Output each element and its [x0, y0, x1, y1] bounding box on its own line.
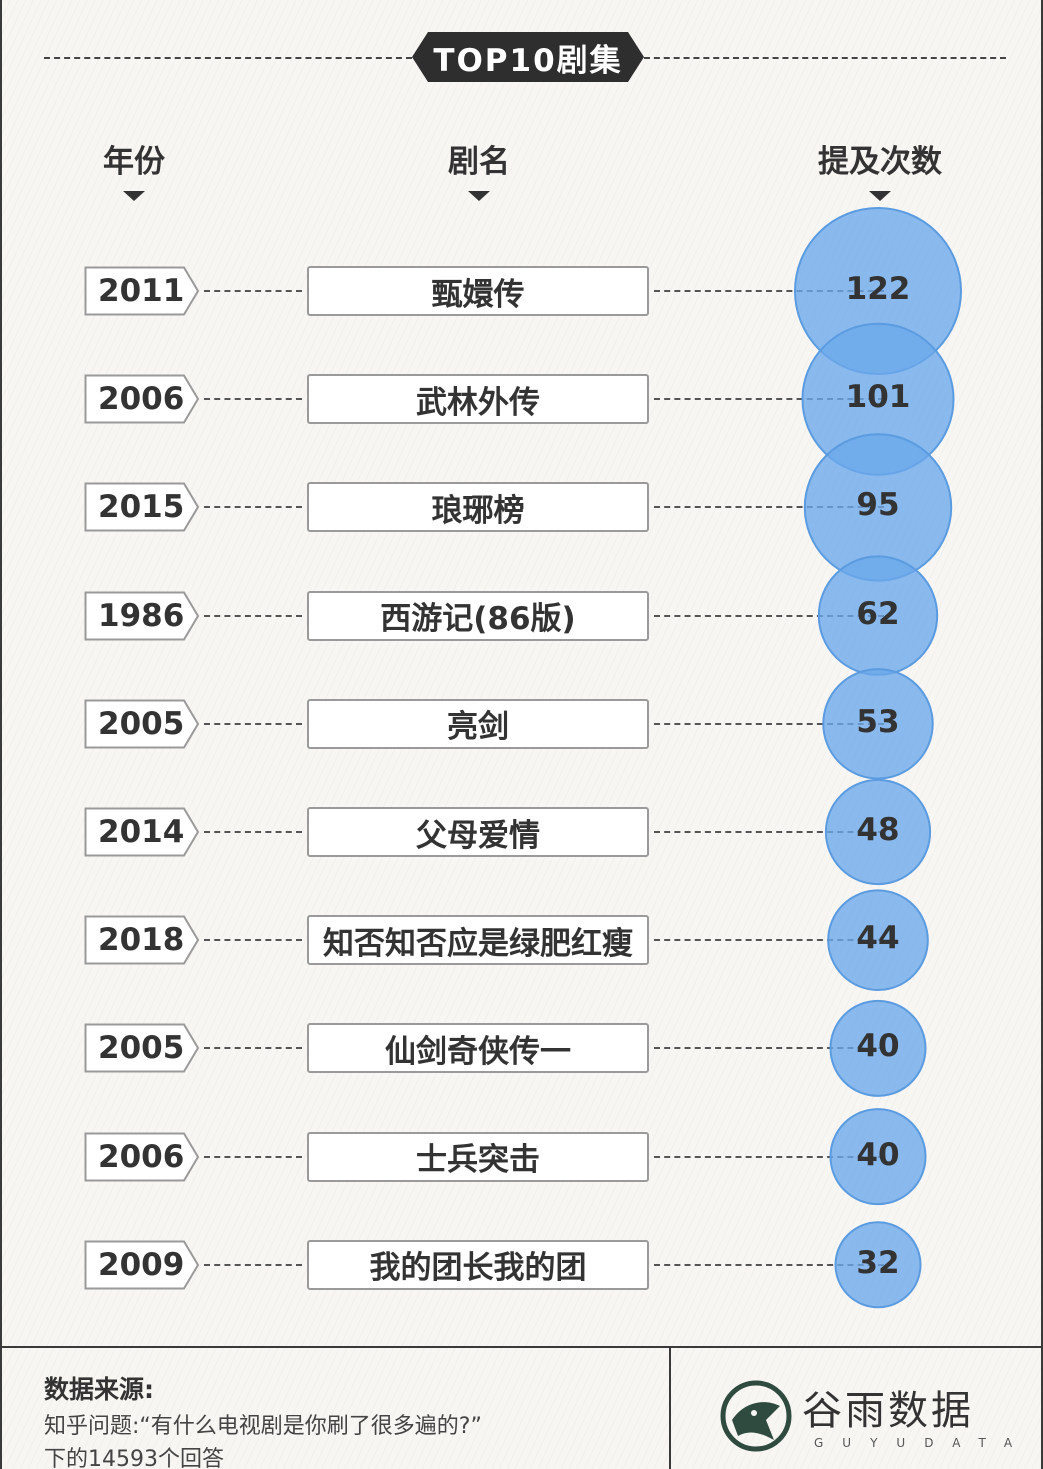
down-arrow-icon	[468, 191, 490, 201]
chart-title: TOP10剧集	[412, 32, 644, 82]
bubble-chart	[794, 207, 962, 1309]
connector-line	[654, 398, 884, 401]
drama-name: 琅琊榜	[307, 482, 649, 533]
year-label: 2015	[84, 482, 200, 532]
year-text: 2006	[98, 1138, 185, 1175]
bubble-value: 53	[856, 703, 900, 740]
source-label: 数据来源:	[44, 1375, 154, 1404]
bubble	[824, 778, 932, 886]
logo-name: 谷雨数据	[802, 1388, 974, 1434]
year-text: 2015	[98, 489, 185, 526]
year-label: 2011	[84, 266, 200, 316]
drama-name: 西游记(86版)	[307, 590, 649, 641]
bubble	[822, 668, 934, 780]
year-text: 2005	[98, 1030, 185, 1067]
header-year-label: 年份	[103, 144, 165, 180]
drama-name: 仙剑奇侠传一	[307, 1023, 649, 1074]
footer: 数据来源: 知乎问题:“有什么电视剧是你刷了很多遍的?” 下的14593个回答 …	[2, 1346, 1041, 1469]
connector-line	[654, 1047, 884, 1050]
connector-line	[204, 398, 302, 401]
bubble-value: 32	[856, 1244, 900, 1281]
connector-line	[654, 1263, 884, 1266]
down-arrow-icon	[123, 191, 145, 201]
year-label: 2006	[84, 374, 200, 424]
bubble	[829, 999, 927, 1097]
down-arrow-icon	[869, 191, 891, 201]
guyu-logo-icon	[720, 1380, 792, 1452]
connector-line	[654, 614, 884, 617]
year-label: 2005	[84, 1023, 200, 1073]
source-line-1: 知乎问题:“有什么电视剧是你刷了很多遍的?”	[44, 1414, 482, 1439]
year-text: 2009	[98, 1246, 185, 1283]
year-label: 2005	[84, 699, 200, 749]
drama-name: 亮剑	[307, 698, 649, 749]
connector-line	[654, 290, 884, 292]
year-text: 2018	[98, 922, 185, 959]
title-divider-right	[644, 57, 1006, 59]
connector-line	[204, 290, 302, 292]
header-count-label: 提及次数	[818, 144, 942, 180]
year-text: 2011	[98, 273, 185, 309]
drama-name: 武林外传	[307, 374, 649, 425]
year-text: 2006	[98, 381, 185, 418]
bubble-value: 40	[856, 1136, 900, 1173]
footer-divider	[669, 1348, 671, 1469]
bubble	[829, 1108, 927, 1206]
bubble-value: 101	[845, 379, 911, 416]
header-count: 提及次数	[816, 136, 944, 201]
bubble-value: 40	[856, 1028, 900, 1065]
bubble-value: 48	[856, 812, 900, 848]
connector-line	[204, 831, 302, 833]
source-line-2: 下的14593个回答	[44, 1447, 224, 1469]
connector-line	[654, 1155, 884, 1158]
header-year: 年份	[102, 136, 166, 201]
connector-line	[204, 1263, 302, 1266]
connector-line	[204, 939, 302, 942]
connector-line	[204, 1047, 302, 1050]
bubble-value: 122	[845, 271, 911, 307]
bubble-value: 95	[856, 487, 900, 524]
year-label: 1986	[84, 591, 200, 641]
bubble-value: 62	[856, 595, 900, 632]
connector-line	[654, 722, 884, 725]
year-label: 2018	[84, 915, 200, 965]
year-label: 2009	[84, 1240, 200, 1290]
drama-name: 我的团长我的团	[307, 1239, 649, 1290]
bubble	[827, 889, 929, 992]
year-text: 1986	[98, 597, 185, 634]
bubble	[834, 1221, 922, 1309]
connector-line	[204, 506, 302, 509]
drama-name: 知否知否应是绿肥红瘦	[307, 915, 649, 966]
drama-name: 甄嬛传	[307, 266, 649, 316]
connector-line	[204, 1155, 302, 1158]
year-text: 2014	[98, 814, 185, 850]
bubble-value: 44	[856, 920, 900, 957]
drama-name: 父母爱情	[307, 807, 649, 857]
drama-name: 士兵突击	[307, 1131, 649, 1182]
logo-subtitle: GUYUDATA	[814, 1436, 1032, 1450]
header-name: 剧名	[447, 136, 511, 201]
connector-line	[654, 831, 884, 833]
header-name-label: 剧名	[448, 144, 510, 180]
year-label: 2014	[84, 807, 200, 857]
connector-line	[204, 614, 302, 617]
connector-line	[204, 722, 302, 725]
connector-line	[654, 506, 884, 509]
year-label: 2006	[84, 1132, 200, 1182]
title-divider-left	[44, 57, 412, 59]
year-text: 2005	[98, 705, 185, 742]
connector-line	[654, 939, 884, 942]
